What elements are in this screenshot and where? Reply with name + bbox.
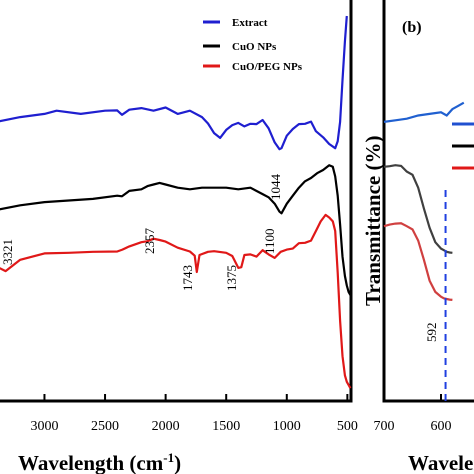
peak-label-1375: 1375 (224, 265, 239, 291)
peak-label-1743: 1743 (180, 265, 195, 291)
series-line-extract (0, 15, 348, 151)
panel-a-peak-labels: 3321 2357 1743 1375 1100 1044 (0, 174, 283, 292)
series-line-cuo-peg-nps (0, 213, 352, 389)
peak-label-2357: 2357 (142, 228, 157, 255)
series-line-cuo-nps (0, 164, 352, 296)
panel-a-series-lines (0, 15, 352, 389)
panel-b-series-line-3 (383, 222, 453, 301)
x-tick-label: 1000 (273, 419, 301, 434)
panel-b-label: (b) (402, 19, 422, 36)
legend-label-extract: Extract (232, 17, 268, 29)
peak-label-3321: 3321 (0, 239, 15, 265)
legend-label-cuo-peg: CuO/PEG NPs (232, 61, 303, 73)
x-tick-label: 500 (337, 419, 358, 434)
panel-b: (b) Transmittance (%) 700 600 592 Wavelen (361, 0, 474, 474)
panel-a-plot-frame (0, 0, 353, 403)
x-tick-label: 3000 (30, 419, 58, 434)
panel-b-series-line-1 (383, 101, 465, 123)
legend-frame (198, 8, 340, 78)
panel-b-series-lines (383, 101, 465, 301)
legend-label-cuo: CuO NPs (232, 41, 277, 53)
peak-label-1100: 1100 (262, 228, 277, 254)
x-tick-label: 1500 (212, 419, 240, 434)
panel-b-plot-frame (382, 0, 474, 403)
panel-a-legend: Extract CuO NPs CuO/PEG NPs (198, 8, 340, 78)
panel-b-x-tick-label: 700 (374, 419, 395, 434)
panel-b-ylabel: Transmittance (%) (361, 136, 385, 307)
panel-b-x-tick-label: 600 (431, 419, 452, 434)
panel-b-ticks: 700 600 (374, 394, 452, 434)
x-tick-label: 2000 (152, 419, 180, 434)
panel-a: 3000 2500 2000 1500 1000 500 Extract CuO NPs … (0, 0, 358, 474)
panel-a-ticks: 3000 2500 2000 1500 1000 500 (30, 394, 358, 434)
peak-label-1044: 1044 (268, 174, 283, 201)
peak-label-592: 592 (424, 323, 439, 343)
panel-b-xlabel: Wavelen (408, 451, 474, 474)
panel-a-xlabel: Wavelength (cm-1) (18, 450, 181, 474)
x-tick-label: 2500 (91, 419, 119, 434)
